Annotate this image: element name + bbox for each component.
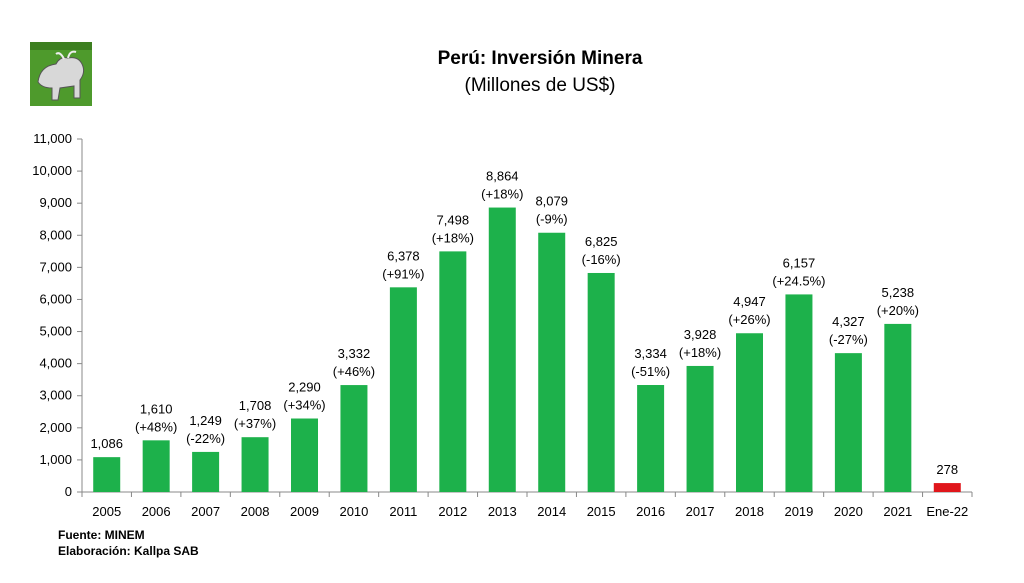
- x-tick-label: 2012: [438, 504, 467, 519]
- data-label-value: 4,947: [733, 294, 766, 309]
- data-label-change: (-9%): [536, 212, 568, 227]
- x-tick-label: 2011: [389, 504, 417, 519]
- bar: [488, 207, 516, 492]
- x-tick-label: 2008: [241, 504, 270, 519]
- data-label-value: 6,825: [585, 234, 618, 249]
- data-label-change: (+91%): [382, 266, 424, 281]
- bar: [389, 287, 417, 492]
- bar: [785, 294, 813, 492]
- data-label-value: 3,334: [634, 346, 667, 361]
- x-tick-label: Ene-22: [926, 504, 968, 519]
- y-tick-label: 7,000: [39, 259, 72, 274]
- y-tick-label: 10,000: [32, 163, 72, 178]
- data-label-change: (-22%): [186, 431, 225, 446]
- data-label-value: 278: [936, 462, 958, 477]
- bar: [142, 440, 170, 492]
- data-label-value: 7,498: [437, 212, 470, 227]
- data-label-value: 2,290: [288, 380, 321, 395]
- y-tick-label: 6,000: [39, 291, 72, 306]
- y-tick-label: 8,000: [39, 227, 72, 242]
- bar: [933, 483, 961, 492]
- bar: [439, 251, 467, 492]
- data-label-value: 1,610: [140, 401, 173, 416]
- data-label-change: (+18%): [679, 345, 721, 360]
- chart-subtitle: (Millones de US$): [464, 75, 616, 96]
- bar: [93, 457, 121, 492]
- data-label-value: 1,249: [189, 413, 222, 428]
- bar: [192, 451, 220, 492]
- x-tick-label: 2018: [735, 504, 764, 519]
- y-tick-label: 1,000: [39, 452, 72, 467]
- bar: [538, 232, 566, 492]
- y-tick-label: 4,000: [39, 356, 72, 371]
- data-label-change: (-51%): [631, 364, 670, 379]
- x-tick-label: 2010: [339, 504, 368, 519]
- data-label-change: (+48%): [135, 419, 177, 434]
- x-tick-label: 2014: [537, 504, 566, 519]
- y-tick-label: 5,000: [39, 324, 72, 339]
- data-label-value: 6,157: [783, 255, 816, 270]
- data-label-change: (-16%): [582, 252, 621, 267]
- data-label-change: (+24.5%): [772, 273, 825, 288]
- data-label-value: 6,378: [387, 248, 420, 263]
- data-label-value: 8,864: [486, 169, 519, 184]
- data-label-value: 1,086: [90, 436, 123, 451]
- x-tick-label: 2005: [92, 504, 121, 519]
- x-tick-label: 2007: [191, 504, 220, 519]
- data-label-value: 3,332: [338, 346, 371, 361]
- data-label-change: (+46%): [333, 364, 375, 379]
- bar: [587, 272, 615, 492]
- x-tick-label: 2020: [834, 504, 863, 519]
- bar: [340, 385, 368, 492]
- data-label-value: 4,327: [832, 314, 865, 329]
- x-tick-label: 2015: [587, 504, 616, 519]
- x-tick-label: 2017: [686, 504, 715, 519]
- x-tick-label: 2021: [883, 504, 912, 519]
- x-tick-label: 2013: [488, 504, 517, 519]
- x-tick-label: 2019: [784, 504, 813, 519]
- chart-title: Perú: Inversión Minera: [437, 48, 643, 69]
- y-tick-label: 9,000: [39, 195, 72, 210]
- data-label-value: 5,238: [882, 285, 915, 300]
- data-label-change: (+26%): [728, 312, 770, 327]
- y-tick-label: 2,000: [39, 420, 72, 435]
- data-label-value: 8,079: [535, 194, 568, 209]
- data-label-value: 1,708: [239, 398, 272, 413]
- y-tick-label: 11,000: [33, 131, 72, 146]
- bar: [834, 353, 862, 492]
- x-tick-label: 2009: [290, 504, 319, 519]
- data-label-change: (+37%): [234, 416, 276, 431]
- data-label-value: 3,928: [684, 327, 717, 342]
- elaboration-note: Elaboración: Kallpa SAB: [58, 544, 199, 558]
- bar: [686, 365, 714, 492]
- source-note: Fuente: MINEM: [58, 528, 145, 542]
- data-label-change: (+20%): [877, 303, 919, 318]
- x-tick-label: 2006: [142, 504, 171, 519]
- bar: [736, 333, 763, 492]
- bull-logo: [30, 42, 92, 106]
- data-label-change: (+18%): [481, 187, 523, 202]
- y-tick-label: 0: [65, 484, 72, 499]
- x-tick-label: 2016: [636, 504, 665, 519]
- data-label-change: (+18%): [432, 230, 474, 245]
- bar: [884, 323, 912, 492]
- data-label-change: (-27%): [829, 332, 868, 347]
- bar: [637, 385, 665, 492]
- bar: [241, 437, 269, 492]
- y-tick-label: 3,000: [39, 388, 72, 403]
- data-label-change: (+34%): [283, 398, 325, 413]
- bar: [291, 418, 318, 492]
